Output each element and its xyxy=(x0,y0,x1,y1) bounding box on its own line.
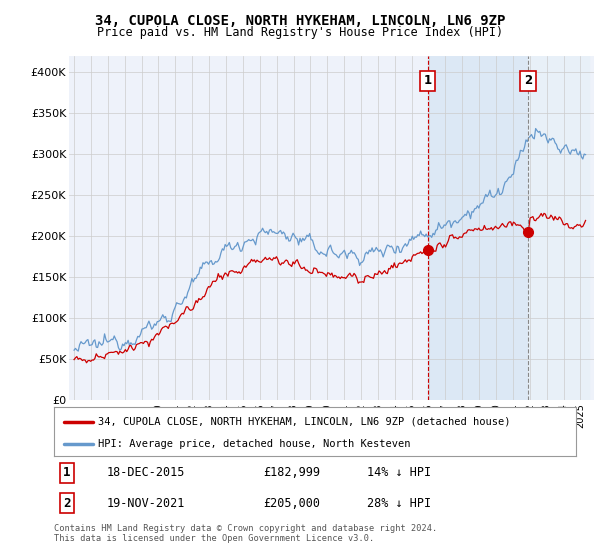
Text: £182,999: £182,999 xyxy=(263,466,320,479)
Text: HPI: Average price, detached house, North Kesteven: HPI: Average price, detached house, Nort… xyxy=(98,439,411,449)
Text: 28% ↓ HPI: 28% ↓ HPI xyxy=(367,497,431,510)
Text: Contains HM Land Registry data © Crown copyright and database right 2024.
This d: Contains HM Land Registry data © Crown c… xyxy=(54,524,437,543)
Text: 18-DEC-2015: 18-DEC-2015 xyxy=(106,466,185,479)
Bar xyxy=(528,56,589,400)
Text: 1: 1 xyxy=(64,466,71,479)
Text: £205,000: £205,000 xyxy=(263,497,320,510)
Text: 34, CUPOLA CLOSE, NORTH HYKEHAM, LINCOLN, LN6 9ZP: 34, CUPOLA CLOSE, NORTH HYKEHAM, LINCOLN… xyxy=(95,14,505,28)
Text: 19-NOV-2021: 19-NOV-2021 xyxy=(106,497,185,510)
Text: 14% ↓ HPI: 14% ↓ HPI xyxy=(367,466,431,479)
Text: 2: 2 xyxy=(524,74,532,87)
Text: 1: 1 xyxy=(424,74,432,87)
Text: Price paid vs. HM Land Registry's House Price Index (HPI): Price paid vs. HM Land Registry's House … xyxy=(97,26,503,39)
Text: 2: 2 xyxy=(64,497,71,510)
Text: 34, CUPOLA CLOSE, NORTH HYKEHAM, LINCOLN, LN6 9ZP (detached house): 34, CUPOLA CLOSE, NORTH HYKEHAM, LINCOLN… xyxy=(98,417,511,427)
Bar xyxy=(428,56,528,400)
